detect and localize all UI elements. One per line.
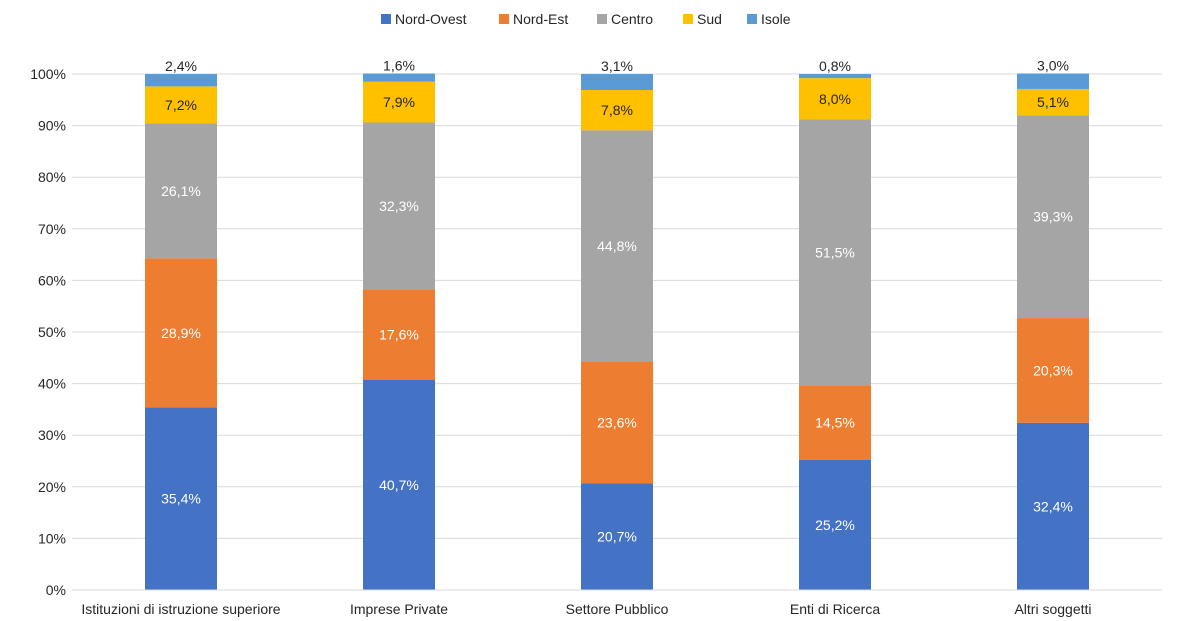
x-category-label: Altri soggetti bbox=[1014, 601, 1091, 617]
data-label: 32,3% bbox=[379, 198, 419, 214]
y-tick-label: 80% bbox=[38, 169, 66, 185]
x-category-label: Enti di Ricerca bbox=[790, 601, 880, 617]
bar-segment-sud bbox=[581, 89, 653, 131]
bar-segment-centro bbox=[363, 122, 435, 290]
bar-stack-imprese-private: 40,7% 17,6% 32,3% 7,9% 1,6% bbox=[363, 57, 435, 590]
data-label: 26,1% bbox=[161, 183, 201, 199]
data-label: 51,5% bbox=[815, 244, 855, 260]
legend: Nord-Ovest Nord-Est Centro Sud Isole bbox=[381, 11, 791, 27]
legend-swatch bbox=[747, 14, 757, 24]
legend-item-nord-ovest: Nord-Ovest bbox=[381, 11, 467, 27]
bar-segment-sud bbox=[363, 81, 435, 123]
data-label: 39,3% bbox=[1033, 209, 1073, 225]
bar-segment-isole bbox=[145, 74, 217, 87]
y-tick-label: 90% bbox=[38, 118, 66, 134]
data-label: 7,8% bbox=[601, 102, 633, 118]
data-label: 7,9% bbox=[383, 94, 415, 110]
y-tick-label: 0% bbox=[46, 582, 66, 598]
y-tick-label: 10% bbox=[38, 530, 66, 546]
bar-segment-isole bbox=[581, 74, 653, 90]
data-label: 44,8% bbox=[597, 238, 637, 254]
bar-segment-nord-est bbox=[799, 385, 871, 460]
bar-segment-nord-ovest bbox=[363, 379, 435, 590]
bar-stack-enti-di-ricerca: 25,2% 14,5% 51,5% 8,0% 0,8% bbox=[799, 58, 871, 590]
data-label: 25,2% bbox=[815, 517, 855, 533]
y-tick-label: 20% bbox=[38, 479, 66, 495]
data-label: 14,5% bbox=[815, 415, 855, 431]
bar-stack-altri-soggetti: 32,4% 20,3% 39,3% 5,1% 3,0% bbox=[1017, 57, 1089, 590]
bar-segment-centro bbox=[1017, 115, 1089, 319]
legend-item-isole: Isole bbox=[747, 11, 791, 27]
bar-segment-nord-ovest bbox=[1017, 422, 1089, 590]
data-label: 5,1% bbox=[1037, 94, 1069, 110]
data-label: 0,8% bbox=[819, 58, 851, 74]
y-tick-label: 60% bbox=[38, 272, 66, 288]
legend-swatch bbox=[597, 14, 607, 24]
data-label: 17,6% bbox=[379, 327, 419, 343]
bar-segment-nord-ovest bbox=[145, 407, 217, 590]
y-tick-label: 30% bbox=[38, 427, 66, 443]
legend-label: Nord-Est bbox=[513, 11, 568, 27]
data-label: 20,7% bbox=[597, 529, 637, 545]
data-label: 3,1% bbox=[601, 58, 633, 74]
data-label: 28,9% bbox=[161, 325, 201, 341]
bar-segment-nord-est bbox=[1017, 318, 1089, 423]
bar-segment-sud bbox=[799, 78, 871, 120]
y-axis: 0% 10% 20% 30% 40% 50% 60% 70% 80% 90% 100% bbox=[30, 66, 66, 598]
bar-segment-isole bbox=[363, 73, 435, 82]
data-label: 3,0% bbox=[1037, 57, 1069, 73]
data-label: 7,2% bbox=[165, 97, 197, 113]
data-label: 8,0% bbox=[819, 91, 851, 107]
bar-segment-nord-est bbox=[363, 289, 435, 380]
legend-item-nord-est: Nord-Est bbox=[499, 11, 568, 27]
bar-segment-centro bbox=[145, 123, 217, 259]
bar-segment-isole bbox=[1017, 73, 1089, 89]
x-category-label: Settore Pubblico bbox=[566, 601, 669, 617]
y-tick-label: 50% bbox=[38, 324, 66, 340]
y-tick-label: 100% bbox=[30, 66, 66, 82]
legend-label: Nord-Ovest bbox=[395, 11, 467, 27]
legend-item-centro: Centro bbox=[597, 11, 653, 27]
bar-segment-nord-est bbox=[581, 361, 653, 484]
legend-swatch bbox=[499, 14, 509, 24]
legend-swatch bbox=[683, 14, 693, 24]
bar-segment-nord-ovest bbox=[799, 459, 871, 590]
data-label: 40,7% bbox=[379, 477, 419, 493]
data-label: 32,4% bbox=[1033, 498, 1073, 514]
legend-label: Isole bbox=[761, 11, 791, 27]
y-tick-label: 40% bbox=[38, 376, 66, 392]
data-label: 23,6% bbox=[597, 414, 637, 430]
legend-label: Sud bbox=[697, 11, 722, 27]
bars: 35,4% 28,9% 26,1% 7,2% 2,4% 40,7% 17,6% 32,3% 7,… bbox=[145, 57, 1089, 590]
data-label: 2,4% bbox=[165, 58, 197, 74]
legend-swatch bbox=[381, 14, 391, 24]
legend-label: Centro bbox=[611, 11, 653, 27]
x-category-label: Imprese Private bbox=[350, 601, 448, 617]
bar-stack-settore-pubblico: 20,7% 23,6% 44,8% 7,8% 3,1% bbox=[581, 58, 653, 590]
legend-item-sud: Sud bbox=[683, 11, 722, 27]
y-tick-label: 70% bbox=[38, 221, 66, 237]
data-label: 1,6% bbox=[383, 57, 415, 73]
data-label: 20,3% bbox=[1033, 362, 1073, 378]
bar-segment-sud bbox=[145, 86, 217, 124]
data-label: 35,4% bbox=[161, 491, 201, 507]
bar-segment-centro bbox=[799, 119, 871, 386]
bar-segment-sud bbox=[1017, 88, 1089, 116]
bar-segment-nord-ovest bbox=[581, 483, 653, 590]
x-category-label: Istituzioni di istruzione superiore bbox=[81, 601, 280, 617]
bar-segment-centro bbox=[581, 130, 653, 362]
bar-segment-nord-est bbox=[145, 258, 217, 408]
x-axis: Istituzioni di istruzione superiore Impre… bbox=[72, 589, 1162, 617]
bar-segment-isole bbox=[799, 74, 871, 79]
bar-stack-istituzioni-di-istruzione-superiore: 35,4% 28,9% 26,1% 7,2% 2,4% bbox=[145, 58, 217, 590]
